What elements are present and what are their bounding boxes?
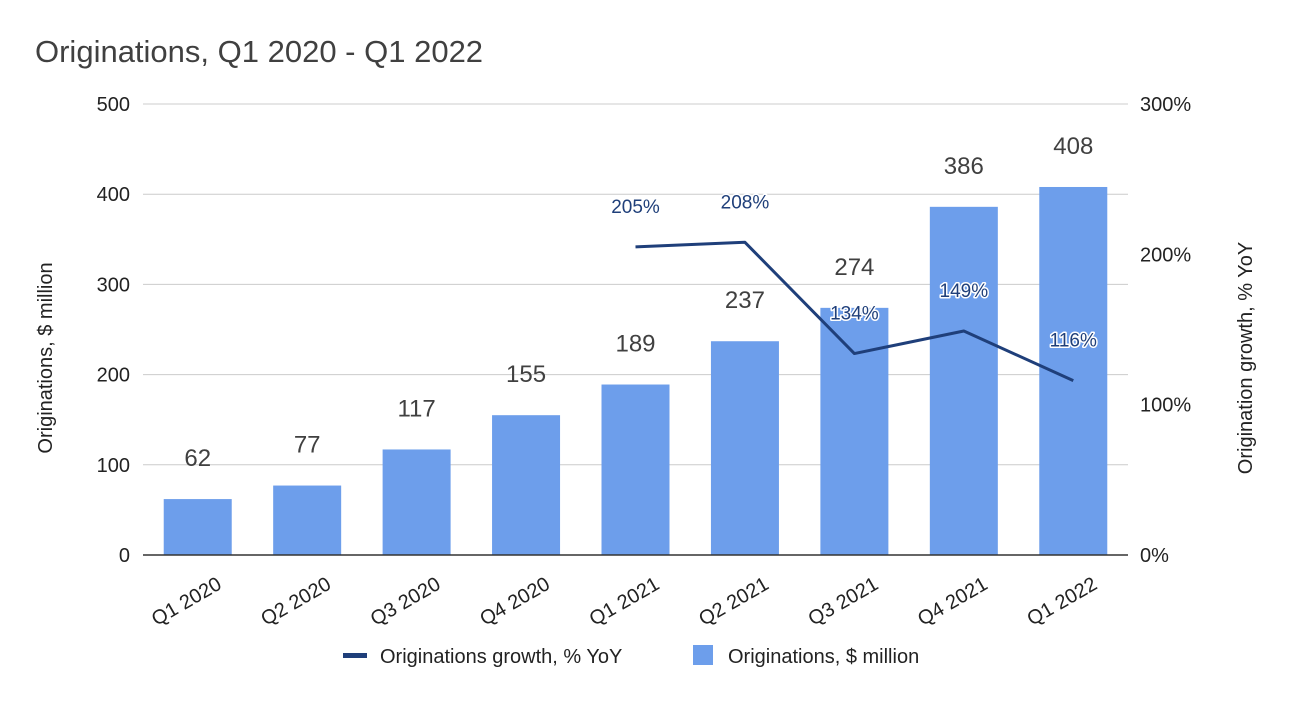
bar-data-label: 386 — [944, 153, 984, 180]
legend-bar-label: Originations, $ million — [728, 646, 919, 668]
legend-bar-swatch — [693, 645, 713, 665]
x-tick-label: Q1 2022 — [1024, 573, 1101, 630]
bar — [273, 485, 342, 555]
bar-data-label: 155 — [506, 361, 546, 388]
y2-axis-label: Origination growth, % YoY — [1235, 242, 1257, 474]
x-tick-label: Q2 2021 — [695, 573, 772, 630]
bar-series: 62 77 117 155 189 237 274 386 408 — [163, 133, 1108, 555]
bar-data-label: 62 — [184, 445, 211, 472]
y2-tick-label: 300% — [1140, 94, 1191, 116]
y-tick-label: 0 — [119, 545, 130, 567]
bar — [929, 206, 998, 555]
x-tick-label: Q1 2021 — [586, 573, 663, 630]
y-tick-label: 200 — [97, 365, 130, 387]
line-data-label: 134% — [830, 304, 879, 325]
y-tick-label: 400 — [97, 184, 130, 206]
bar-data-label: 274 — [834, 254, 874, 281]
y2-tick-label: 200% — [1140, 244, 1191, 266]
y-axis-label: Originations, $ million — [35, 262, 57, 453]
x-tick-label: Q2 2020 — [257, 573, 334, 630]
legend-line-swatch — [343, 653, 367, 658]
chart-title: Originations, Q1 2020 - Q1 2022 — [35, 34, 483, 69]
x-tick-label: Q3 2021 — [805, 573, 882, 630]
line-data-label: 149% — [940, 281, 989, 302]
bar — [492, 415, 561, 555]
bar — [601, 384, 670, 555]
bar-data-label: 237 — [725, 287, 765, 314]
y-tick-label: 300 — [97, 274, 130, 296]
bar — [710, 341, 779, 555]
bar — [382, 449, 451, 555]
line-data-label: 116% — [1050, 331, 1097, 352]
y2-tick-label: 0% — [1140, 545, 1169, 567]
bar-data-label: 189 — [615, 331, 655, 358]
bar — [163, 499, 232, 555]
bar-data-label: 408 — [1053, 133, 1093, 160]
x-tick-label: Q1 2020 — [148, 573, 225, 630]
legend: Originations growth, % YoY Originations,… — [343, 645, 919, 668]
legend-line-label: Originations growth, % YoY — [380, 646, 622, 668]
bar-data-label: 77 — [294, 432, 321, 459]
y-tick-label: 100 — [97, 455, 130, 477]
bar — [820, 307, 889, 555]
y-tick-label: 500 — [97, 94, 130, 116]
line-data-label: 205% — [611, 197, 660, 218]
bar-data-label: 117 — [397, 395, 435, 422]
y2-tick-label: 100% — [1140, 395, 1191, 417]
line-series: 205% 208% 134% 149% 116% — [610, 191, 1098, 382]
growth-line — [635, 240, 1074, 382]
x-tick-label: Q4 2021 — [914, 573, 991, 630]
x-tick-label: Q3 2020 — [367, 573, 444, 630]
line-data-label: 208% — [721, 192, 770, 213]
x-tick-label: Q4 2020 — [476, 573, 553, 630]
